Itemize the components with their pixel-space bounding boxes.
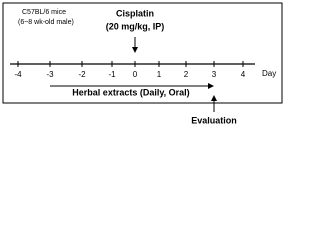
tick-label: 0 xyxy=(133,70,138,79)
axis-unit: Day xyxy=(262,69,276,78)
treatment-dose: (20 mg/kg, IP) xyxy=(106,21,165,31)
mice-detail: (6~8 wk-old male) xyxy=(18,19,74,26)
tick-label: -2 xyxy=(78,70,86,79)
ticks: -4 -3 -2 -1 0 1 2 3 4 xyxy=(14,61,246,79)
treatment-name: Cisplatin xyxy=(116,8,154,18)
tick-label: 3 xyxy=(212,70,217,79)
tick-label: -3 xyxy=(46,70,54,79)
tick-label: 4 xyxy=(241,70,246,79)
evaluation-label: Evaluation xyxy=(191,115,237,125)
mice-strain: C57BL/6 mice xyxy=(22,9,66,16)
herbal-label: Herbal extracts (Daily, Oral) xyxy=(72,87,189,97)
tick-label: -4 xyxy=(14,70,22,79)
frame xyxy=(2,2,283,104)
tick-label: 2 xyxy=(184,70,189,79)
tick-label: -1 xyxy=(108,70,116,79)
tick-label: 1 xyxy=(157,70,162,79)
timeline-diagram: C57BL/6 mice (6~8 wk-old male) Cisplatin… xyxy=(2,2,283,125)
